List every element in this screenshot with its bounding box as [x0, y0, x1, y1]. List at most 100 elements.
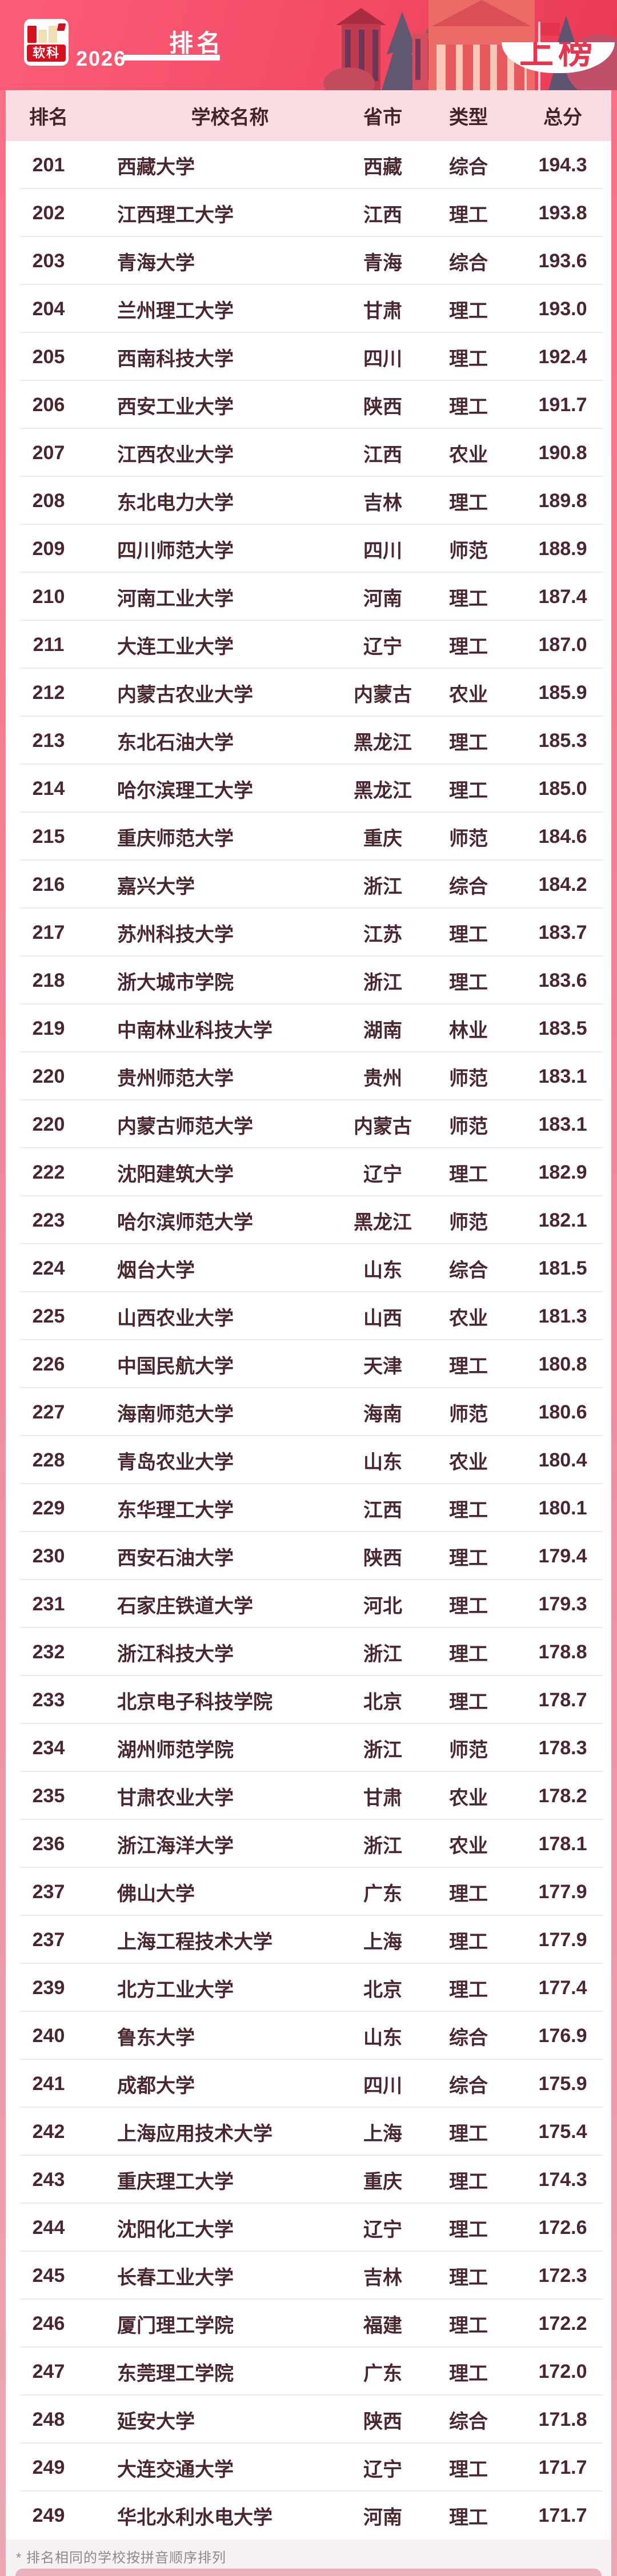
- table-row: 239 北方工业大学 北京 理工 177.4: [6, 1964, 611, 2012]
- table-row: 233 北京电子科技学院 北京 理工 178.7: [6, 1676, 611, 1724]
- type-cell: 理工: [449, 2123, 488, 2145]
- badge-text: 上榜: [519, 42, 597, 71]
- score-cell: 188.9: [538, 537, 587, 560]
- score-cell: 171.7: [538, 2456, 587, 2478]
- score-cell: 189.8: [538, 489, 587, 512]
- type-cell: 理工: [449, 1547, 488, 1569]
- type-cell: 师范: [449, 1739, 488, 1761]
- table-body: 201 西藏大学 西藏 综合 194.3 202 江西理工大学 江西 理工 19…: [6, 141, 611, 2539]
- rank-cell: 205: [32, 345, 65, 368]
- school-name-cell: 西安工业大学: [117, 396, 234, 418]
- province-cell: 江西: [363, 1499, 402, 1521]
- table-row: 230 西安石油大学 陕西 理工 179.4: [6, 1532, 611, 1580]
- province-cell: 四川: [363, 2075, 402, 2097]
- rank-cell: 224: [32, 1257, 65, 1279]
- school-name-cell: 大连交通大学: [117, 2458, 234, 2481]
- school-name-cell: 嘉兴大学: [117, 875, 195, 898]
- score-cell: 176.9: [538, 2024, 587, 2047]
- bush-icon: [323, 67, 375, 90]
- table-row: 209 四川师范大学 四川 师范 188.9: [6, 525, 611, 573]
- rank-cell: 202: [32, 202, 65, 224]
- province-cell: 辽宁: [363, 636, 402, 658]
- type-cell: 综合: [449, 252, 488, 274]
- province-cell: 重庆: [363, 2171, 402, 2193]
- province-cell: 山东: [363, 2027, 402, 2049]
- rank-cell: 211: [33, 633, 65, 656]
- province-cell: 海南: [363, 1403, 402, 1425]
- province-cell: 湖南: [363, 1019, 402, 1042]
- score-cell: 180.4: [538, 1449, 587, 1471]
- score-cell: 172.3: [538, 2264, 587, 2286]
- province-cell: 山东: [363, 1259, 402, 1281]
- rank-cell: 229: [32, 1497, 65, 1519]
- type-cell: 理工: [449, 923, 488, 946]
- province-cell: 福建: [363, 2314, 402, 2337]
- type-cell: 农业: [449, 1835, 488, 1857]
- table-row: 237 上海工程技术大学 上海 理工 177.9: [6, 1916, 611, 1964]
- table-row: 244 沈阳化工大学 辽宁 理工 172.6: [6, 2204, 611, 2252]
- house-roof-icon: [336, 8, 386, 25]
- province-cell: 辽宁: [363, 2219, 402, 2241]
- rank-cell: 207: [32, 441, 65, 464]
- table-row: 203 青海大学 青海 综合 193.6: [6, 237, 611, 285]
- school-name-cell: 鲁东大学: [117, 2027, 195, 2049]
- score-cell: 190.8: [538, 441, 587, 464]
- rank-cell: 223: [32, 1209, 65, 1231]
- rank-cell: 230: [32, 1545, 65, 1567]
- rank-cell: 245: [32, 2264, 65, 2286]
- rank-cell: 239: [32, 1976, 65, 1999]
- type-cell: 理工: [449, 492, 488, 514]
- province-cell: 山东: [363, 1451, 402, 1473]
- province-cell: 江西: [363, 204, 402, 226]
- rank-cell: 227: [32, 1401, 65, 1423]
- school-name-cell: 贵州师范大学: [117, 1067, 234, 1090]
- next-section-bar: [15, 2569, 602, 2576]
- school-name-cell: 青岛农业大学: [117, 1451, 234, 1473]
- table-row: 210 河南工业大学 河南 理工 187.4: [6, 573, 611, 621]
- table-row: 216 嘉兴大学 浙江 综合 184.2: [6, 861, 611, 909]
- rank-cell: 234: [32, 1737, 65, 1759]
- province-cell: 广东: [363, 2362, 402, 2385]
- school-name-cell: 中国民航大学: [117, 1355, 234, 1377]
- province-cell: 浙江: [363, 1835, 402, 1857]
- school-name-cell: 中南林业科技大学: [117, 1019, 273, 1042]
- score-cell: 179.3: [538, 1593, 587, 1615]
- rank-cell: 237: [32, 1928, 65, 1951]
- table-row: 225 山西农业大学 山西 农业 181.3: [6, 1292, 611, 1340]
- table-row: 205 西南科技大学 四川 理工 192.4: [6, 333, 611, 381]
- type-cell: 理工: [449, 1643, 488, 1665]
- type-cell: 综合: [449, 156, 488, 178]
- rank-cell: 201: [32, 154, 65, 176]
- province-cell: 河南: [363, 588, 402, 610]
- rank-cell: 249: [32, 2504, 65, 2526]
- rank-cell: 225: [32, 1305, 65, 1327]
- type-cell: 综合: [449, 875, 488, 898]
- school-name-cell: 沈阳化工大学: [117, 2219, 234, 2241]
- table-row: 248 延安大学 陕西 综合 171.8: [6, 2396, 611, 2444]
- title-underline: [123, 55, 220, 61]
- table-row: 240 鲁东大学 山东 综合 176.9: [6, 2012, 611, 2060]
- school-name-cell: 成都大学: [117, 2075, 195, 2097]
- table-row: 231 石家庄铁道大学 河北 理工 179.3: [6, 1580, 611, 1628]
- school-name-cell: 青海大学: [117, 252, 195, 274]
- score-cell: 193.8: [538, 202, 587, 224]
- school-name-cell: 西安石油大学: [117, 1547, 234, 1569]
- table-row: 207 江西农业大学 江西 农业 190.8: [6, 429, 611, 477]
- rank-cell: 214: [32, 777, 65, 799]
- province-cell: 浙江: [363, 971, 402, 994]
- table-row: 227 海南师范大学 海南 师范 180.6: [6, 1388, 611, 1436]
- score-cell: 182.9: [538, 1161, 587, 1183]
- rank-cell: 219: [32, 1017, 65, 1039]
- table-row: 213 东北石油大学 黑龙江 理工 185.3: [6, 717, 611, 765]
- school-name-cell: 厦门理工学院: [117, 2314, 234, 2337]
- rank-cell: 236: [32, 1832, 65, 1855]
- type-cell: 理工: [449, 1691, 488, 1713]
- rank-cell: 243: [32, 2168, 65, 2191]
- score-cell: 174.3: [538, 2168, 587, 2191]
- school-name-cell: 海南师范大学: [117, 1403, 234, 1425]
- province-cell: 黑龙江: [354, 779, 412, 802]
- province-cell: 甘肃: [363, 1787, 402, 1809]
- school-name-cell: 哈尔滨师范大学: [117, 1211, 253, 1233]
- score-cell: 180.8: [538, 1353, 587, 1375]
